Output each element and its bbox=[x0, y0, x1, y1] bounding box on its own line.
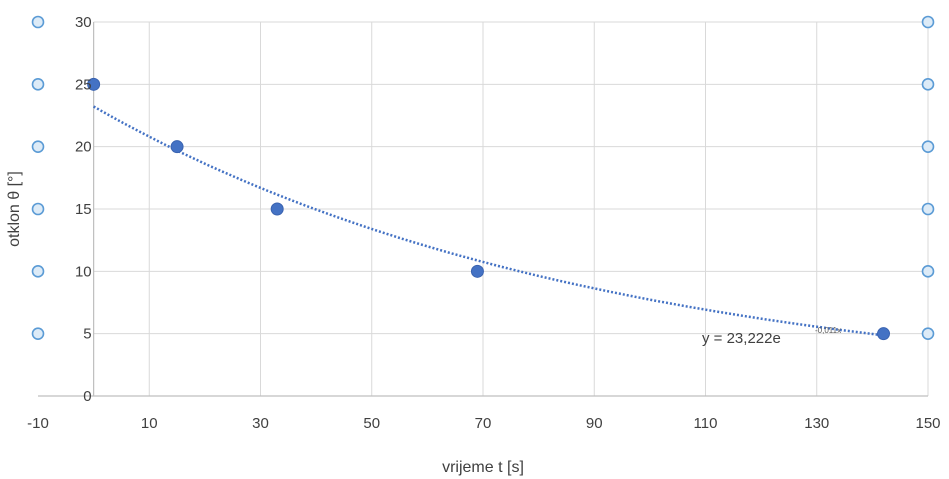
x-tick-label: 50 bbox=[363, 415, 380, 432]
data-points-group bbox=[87, 77, 890, 341]
selection-handle-right[interactable] bbox=[921, 15, 935, 29]
x-tick-label: 10 bbox=[141, 415, 158, 432]
selection-handle-left[interactable] bbox=[31, 140, 45, 153]
selection-handle-left[interactable] bbox=[31, 327, 45, 340]
y-tick-label: 5 bbox=[83, 326, 91, 343]
x-tick-label: 70 bbox=[475, 415, 492, 432]
data-point bbox=[170, 140, 184, 154]
selection-handle-left[interactable] bbox=[31, 15, 45, 29]
trendline-group bbox=[92, 105, 884, 337]
y-tick-label: 25 bbox=[75, 76, 92, 93]
x-tick-label: -10 bbox=[27, 415, 49, 432]
selection-handle-right[interactable] bbox=[921, 140, 935, 153]
selection-handle-right[interactable] bbox=[921, 78, 935, 91]
y-tick-label: 15 bbox=[75, 201, 92, 218]
selection-handles-group[interactable] bbox=[31, 15, 935, 340]
x-axis-title: vrijeme t [s] bbox=[442, 459, 524, 476]
data-point bbox=[877, 327, 890, 341]
trendline bbox=[92, 105, 884, 337]
x-tick-label: 150 bbox=[915, 415, 940, 432]
grid-lines bbox=[38, 21, 929, 397]
selection-handle-left[interactable] bbox=[31, 78, 45, 91]
trendline-equation-base: y = 23,222e bbox=[702, 330, 781, 347]
x-tick-label: 90 bbox=[586, 415, 603, 432]
data-point bbox=[87, 77, 101, 91]
data-point bbox=[270, 202, 284, 216]
data-point bbox=[470, 264, 484, 278]
selection-handle-left[interactable] bbox=[31, 202, 45, 216]
y-axis-title: otklon θ [°] bbox=[6, 171, 23, 247]
x-tick-label: 130 bbox=[804, 415, 829, 432]
y-tick-label: 20 bbox=[75, 139, 92, 156]
trendline-equation-exponent: -0,011x bbox=[815, 326, 841, 335]
x-tick-labels: -10 10 30 50 70 90 110 130 150 bbox=[27, 415, 940, 432]
x-tick-label: 110 bbox=[694, 415, 718, 432]
y-tick-label: 0 bbox=[83, 388, 91, 405]
x-tick-label: 30 bbox=[252, 415, 269, 432]
selection-handle-right[interactable] bbox=[921, 202, 935, 216]
selection-handle-right[interactable] bbox=[921, 265, 935, 278]
y-tick-label: 10 bbox=[75, 263, 92, 280]
y-tick-label: 30 bbox=[75, 14, 92, 31]
selection-handle-left[interactable] bbox=[31, 265, 45, 278]
trendline-equation: y = 23,222e -0,011x bbox=[702, 326, 841, 347]
y-tick-labels: 0 5 10 15 20 25 30 bbox=[75, 14, 92, 405]
selection-handle-right[interactable] bbox=[921, 327, 935, 340]
